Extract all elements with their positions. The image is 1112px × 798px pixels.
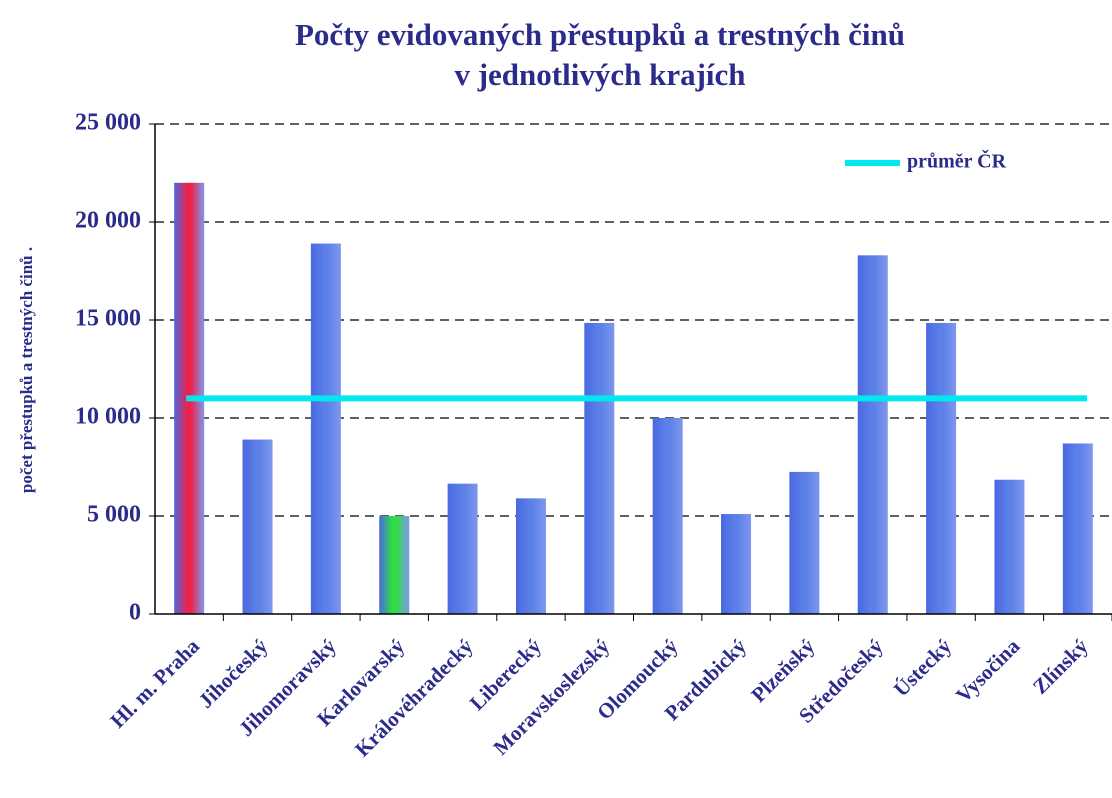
legend-label: průměr ČR: [907, 149, 1007, 173]
x-tick-label: Moravskoslezský: [488, 634, 614, 760]
bar: [242, 439, 273, 614]
x-tick-label: Ústecký: [889, 634, 957, 702]
chart-title: Počty evidovaných přestupků a trestných …: [295, 17, 905, 52]
bar: [515, 498, 546, 614]
bar: [994, 479, 1025, 614]
y-tick-label: 20 000: [75, 208, 141, 234]
bar: [652, 418, 683, 614]
y-tick-label: 25 000: [75, 110, 141, 136]
y-tick-label: 5 000: [87, 502, 141, 528]
y-axis-label: počet přestupků a trestných činů .: [17, 247, 36, 493]
bar: [310, 243, 341, 614]
y-tick-label: 15 000: [75, 306, 141, 332]
x-tick-label: Královéhradecký: [350, 634, 478, 762]
bar: [857, 255, 888, 614]
bar: [721, 514, 752, 614]
bar: [926, 322, 957, 614]
bar: [584, 322, 615, 614]
chart-title: v jednotlivých krajích: [454, 57, 745, 92]
x-tick-label: Zlínský: [1028, 634, 1093, 699]
y-tick-label: 10 000: [75, 404, 141, 430]
bar: [379, 516, 410, 614]
bar: [447, 483, 478, 614]
bar: [789, 471, 820, 614]
bar: [1062, 443, 1093, 614]
y-tick-label: 0: [129, 600, 141, 626]
x-tick-label: Vysočina: [951, 634, 1025, 708]
x-tick-label: Hl. m. Praha: [105, 634, 204, 733]
